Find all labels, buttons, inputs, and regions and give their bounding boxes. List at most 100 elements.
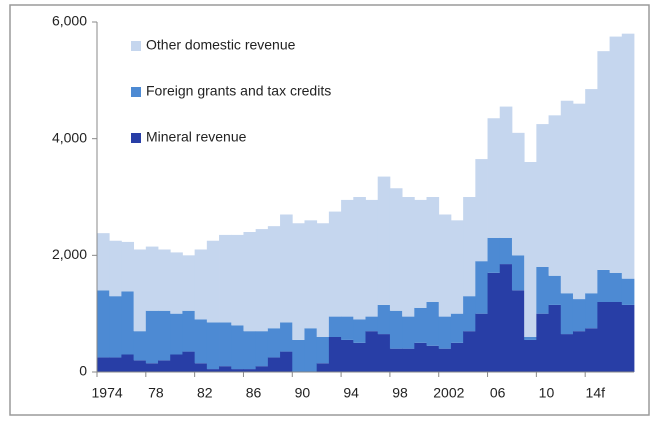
bar-segment (536, 267, 549, 314)
bar-segment (133, 360, 147, 372)
bar-segment (121, 241, 135, 292)
bar-segment (597, 302, 610, 372)
bar-segment (609, 36, 623, 273)
x-tick-label: 82 (197, 385, 213, 401)
bar-segment (292, 223, 305, 340)
bar-segment (182, 310, 196, 352)
bar-segment (243, 232, 257, 332)
bar-segment (597, 269, 610, 302)
bar-segment (365, 331, 379, 372)
bar-segment (219, 366, 232, 372)
bar-segment (450, 220, 464, 314)
bar-segment (194, 363, 208, 372)
y-tick-label: 4,000 (52, 129, 87, 145)
bar-segment (475, 313, 488, 372)
bar-segment (341, 199, 354, 317)
bar-segment (414, 199, 427, 308)
bar-segment (438, 316, 452, 349)
bar-segment (524, 162, 537, 337)
x-tick-label: 98 (392, 385, 408, 401)
bar-segment (316, 223, 330, 337)
bar-segment (511, 255, 525, 291)
bar-segment (255, 366, 269, 372)
bar-segment (194, 249, 208, 320)
bar-segment (280, 322, 293, 352)
bar-segment (206, 369, 220, 372)
bar-segment (463, 296, 476, 332)
bar-segment (377, 176, 391, 305)
bar-segment (426, 302, 440, 346)
bar-segment (524, 339, 537, 372)
bar-segment (182, 255, 196, 311)
bar-segment (353, 342, 366, 372)
bar-segment (621, 278, 635, 305)
legend-swatch (131, 41, 141, 51)
bar-segment (109, 240, 122, 297)
bar-segment (121, 354, 135, 372)
bar-segment (560, 293, 574, 335)
bar-segment (316, 337, 330, 364)
bar-segment (255, 229, 269, 332)
bar-segment (267, 226, 281, 329)
bar-segment (511, 290, 525, 372)
bar-segment (426, 197, 440, 302)
bar-segment (292, 339, 305, 372)
bar-segment (304, 328, 318, 372)
bar-segment (206, 240, 220, 323)
x-tick-label: 86 (246, 385, 262, 401)
bar-segment (145, 310, 159, 364)
legend-swatch (131, 133, 141, 143)
x-tick-label: 06 (490, 385, 506, 401)
x-tick-label: 10 (539, 385, 555, 401)
bar-segment (487, 118, 501, 238)
bar-segment (536, 313, 549, 372)
bar-segment (231, 325, 244, 370)
bar-segment (536, 124, 549, 267)
bar-segment (560, 100, 574, 294)
y-tick-label: 2,000 (52, 246, 87, 262)
bar-segment (231, 234, 244, 326)
bar-segment (377, 304, 391, 335)
bar-segment (365, 199, 379, 317)
bar-segment (597, 51, 610, 270)
bar-segment (450, 342, 464, 372)
bar-segment (621, 33, 635, 279)
legend-swatch (131, 87, 141, 97)
y-tick-label: 6,000 (52, 13, 87, 29)
bar-segment (414, 342, 427, 372)
bar-segment (280, 214, 293, 323)
bar-segment (267, 328, 281, 358)
bar-segment (353, 319, 366, 343)
bar-segment (402, 348, 415, 372)
bar-segment (365, 316, 379, 332)
bar-segment (304, 220, 318, 329)
bar-segment (572, 299, 586, 332)
bar-segment (243, 369, 257, 372)
bar-segment (572, 103, 586, 300)
bar-segment (97, 290, 110, 358)
bar-segment (97, 357, 110, 372)
bar-segment (621, 304, 635, 372)
bar-segment (475, 261, 488, 314)
bar-segment (170, 354, 183, 372)
bar-segment (609, 302, 623, 372)
x-tick-label: 78 (148, 385, 164, 401)
bar-segment (585, 293, 598, 329)
bar-segment (450, 313, 464, 343)
bar-segment (585, 89, 598, 294)
bar-segment (402, 316, 415, 349)
bar-segment (280, 351, 293, 372)
bar-segment (158, 310, 171, 361)
bar-segment (97, 233, 110, 291)
bar-segment (243, 331, 257, 370)
bar-segment (194, 319, 208, 364)
bar-segment (389, 348, 403, 372)
x-tick-label: 14f (586, 385, 606, 401)
bar-segment (548, 115, 562, 276)
bar-segment (414, 307, 427, 343)
bar-segment (389, 188, 403, 311)
bar-segment (121, 291, 135, 355)
bar-segment (133, 249, 147, 332)
bar-segment (524, 337, 537, 340)
